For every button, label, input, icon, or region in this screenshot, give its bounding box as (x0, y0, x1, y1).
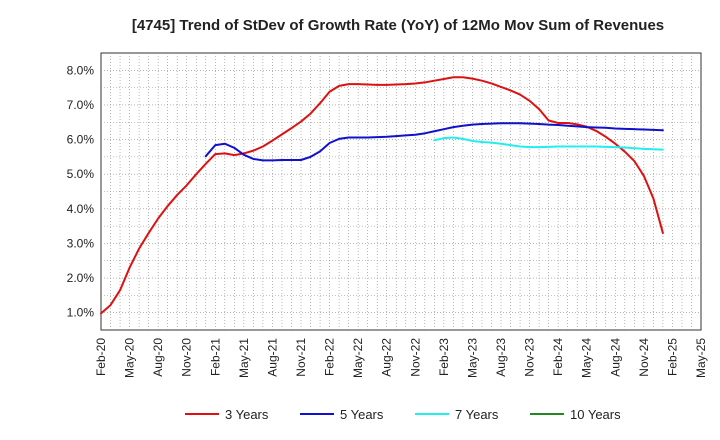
y-tick-label: 1.0% (67, 306, 95, 320)
x-tick-label: May-24 (580, 338, 594, 378)
x-tick-label: Nov-20 (180, 338, 194, 377)
x-tick-label: Feb-24 (551, 338, 565, 376)
y-tick-label: 5.0% (67, 167, 95, 181)
x-tick-label: Feb-22 (323, 338, 337, 376)
legend-label-7-years: 7 Years (455, 407, 499, 422)
x-tick-label: Nov-23 (523, 338, 537, 377)
x-tick-label: May-20 (123, 338, 137, 378)
y-tick-label: 6.0% (67, 133, 95, 147)
x-tick-label: Feb-23 (437, 338, 451, 376)
x-tick-label: Aug-20 (151, 338, 165, 377)
x-tick-label: May-22 (351, 338, 365, 378)
y-tick-label: 7.0% (67, 98, 95, 112)
y-tick-label: 4.0% (67, 202, 95, 216)
y-tick-label: 8.0% (67, 63, 95, 77)
x-tick-label: Nov-21 (294, 338, 308, 377)
x-tick-label: May-21 (237, 338, 251, 378)
y-tick-label: 2.0% (67, 271, 95, 285)
x-tick-label: Nov-24 (637, 338, 651, 377)
series-line-5-years (204, 122, 664, 162)
chart-title: [4745] Trend of StDev of Growth Rate (Yo… (132, 17, 664, 34)
series-line-3-years (100, 76, 664, 315)
x-tick-label: Feb-25 (665, 338, 679, 376)
x-tick-label: Feb-20 (94, 338, 108, 376)
series-line-7-years (433, 136, 664, 151)
legend-label-3-years: 3 Years (225, 407, 269, 422)
x-tick-label: Feb-21 (208, 338, 222, 376)
x-tick-label: Aug-22 (380, 338, 394, 377)
x-tick-label: Aug-24 (608, 338, 622, 377)
legend-label-5-years: 5 Years (340, 407, 384, 422)
x-tick-label: Aug-21 (265, 338, 279, 377)
x-tick-label: Aug-23 (494, 338, 508, 377)
y-tick-label: 3.0% (67, 236, 95, 250)
legend-label-10-years: 10 Years (570, 407, 621, 422)
x-tick-label: May-23 (465, 338, 479, 378)
x-tick-label: Nov-22 (408, 338, 422, 377)
x-tick-label: May-25 (694, 338, 708, 378)
